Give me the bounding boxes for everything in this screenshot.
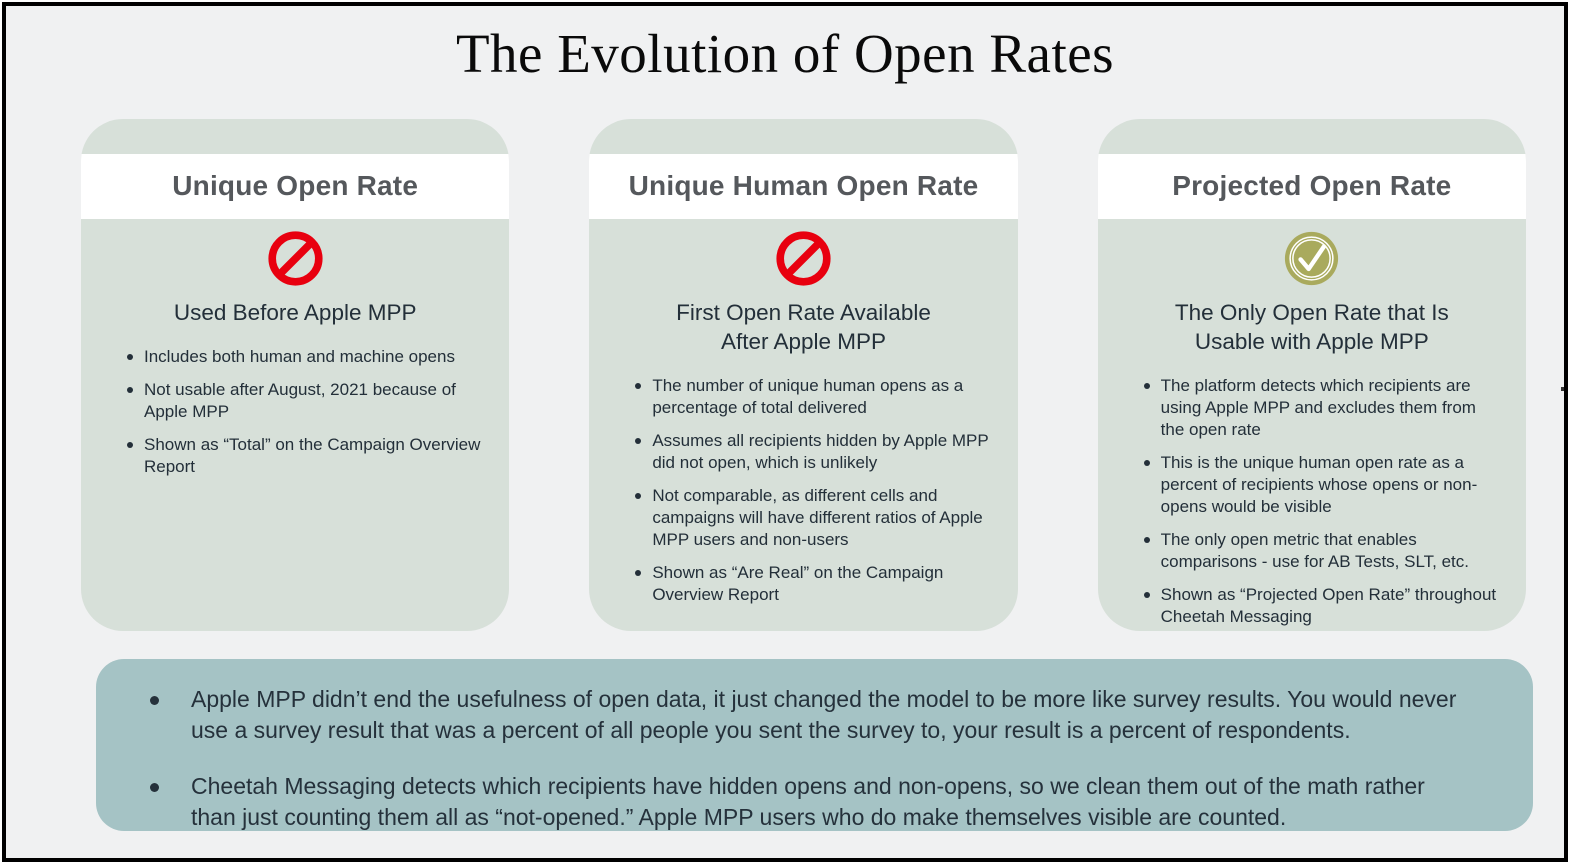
card-bullet-list: Includes both human and machine opens No… xyxy=(81,346,509,489)
check-icon xyxy=(1098,230,1526,287)
list-item: The platform detects which recipients ar… xyxy=(1143,375,1500,441)
list-item: Includes both human and machine opens xyxy=(127,346,483,368)
stray-mark xyxy=(1561,387,1564,391)
card-unique-human-open-rate: Unique Human Open Rate First Open Rate A… xyxy=(589,118,1018,631)
list-item: Not comparable, as different cells and c… xyxy=(635,485,991,551)
card-top-cap xyxy=(589,119,1017,154)
card-title: Projected Open Rate xyxy=(1172,170,1452,202)
card-bullet-list: The platform detects which recipients ar… xyxy=(1098,375,1526,631)
list-item: The number of unique human opens as a pe… xyxy=(635,375,991,419)
card-subtitle: First Open Rate Available After Apple MP… xyxy=(676,299,931,354)
card-title-band: Unique Open Rate xyxy=(81,153,510,219)
prohibition-icon xyxy=(589,230,1017,287)
card-title: Unique Open Rate xyxy=(172,170,419,202)
cards-row: Unique Open Rate Used Before Apple MPP I… xyxy=(81,118,1526,631)
list-item: The only open metric that enables compar… xyxy=(1143,529,1500,573)
list-item: Assumes all recipients hidden by Apple M… xyxy=(635,430,991,474)
card-title-band: Unique Human Open Rate xyxy=(589,153,1018,219)
card-top-cap xyxy=(1098,119,1526,154)
summary-bullet-list: Apple MPP didn’t end the usefulness of o… xyxy=(96,684,1473,834)
page-title: The Evolution of Open Rates xyxy=(455,23,1115,84)
card-top-cap xyxy=(81,119,509,154)
summary-box: Apple MPP didn’t end the usefulness of o… xyxy=(96,658,1533,834)
list-item: Apple MPP didn’t end the usefulness of o… xyxy=(96,684,1473,747)
list-item: This is the unique human open rate as a … xyxy=(1143,452,1500,518)
card-bullet-list: The number of unique human opens as a pe… xyxy=(589,375,1017,616)
card-unique-open-rate: Unique Open Rate Used Before Apple MPP I… xyxy=(81,118,510,631)
list-item: Shown as “Projected Open Rate” throughou… xyxy=(1143,584,1500,628)
list-item: Shown as “Total” on the Campaign Overvie… xyxy=(127,434,483,478)
prohibition-icon xyxy=(81,230,509,287)
card-title-band: Projected Open Rate xyxy=(1097,153,1526,219)
list-item: Not usable after August, 2021 because of… xyxy=(127,379,483,423)
list-item: Cheetah Messaging detects which recipien… xyxy=(96,771,1473,834)
card-title: Unique Human Open Rate xyxy=(628,170,979,202)
card-projected-open-rate: Projected Open Rate The Only Open Rate t… xyxy=(1097,118,1526,631)
card-subtitle: The Only Open Rate that Is Usable with A… xyxy=(1174,299,1449,354)
card-subtitle: Used Before Apple MPP xyxy=(173,299,417,325)
list-item: Shown as “Are Real” on the Campaign Over… xyxy=(635,562,991,606)
